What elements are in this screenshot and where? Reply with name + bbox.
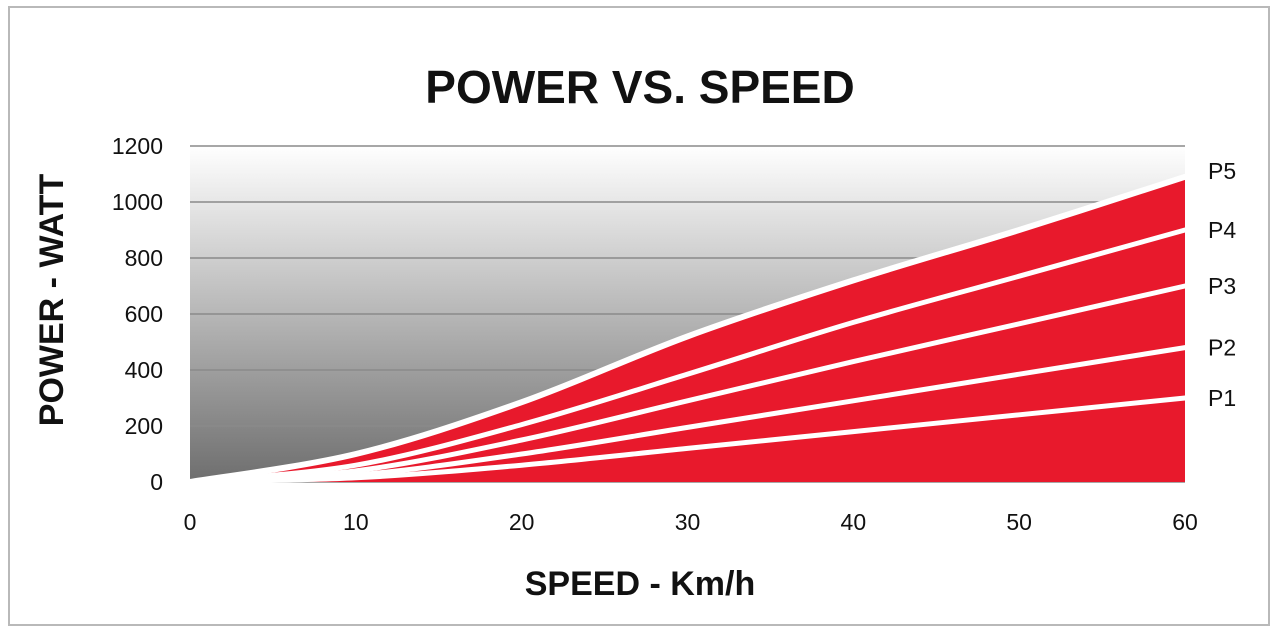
x-tick-40: 40 bbox=[841, 509, 867, 535]
series-label-p5: P5 bbox=[1208, 158, 1236, 184]
power-areas bbox=[190, 176, 1185, 483]
series-label-p2: P2 bbox=[1208, 335, 1236, 361]
y-tick-400: 400 bbox=[125, 357, 163, 383]
y-tick-0: 0 bbox=[150, 469, 163, 495]
y-axis-title: POWER - WATT bbox=[33, 174, 71, 427]
series-line-p3 bbox=[187, 283, 1188, 485]
x-tick-20: 20 bbox=[509, 509, 535, 535]
y-tick-1200: 1200 bbox=[112, 133, 163, 159]
y-tick-600: 600 bbox=[125, 301, 163, 327]
series-line-p4 bbox=[187, 227, 1188, 485]
series-line-p2 bbox=[187, 345, 1188, 485]
y-tick-1000: 1000 bbox=[112, 189, 163, 215]
series-line-p1 bbox=[187, 395, 1188, 485]
x-tick-10: 10 bbox=[343, 509, 369, 535]
x-tick-labels: 0 10 20 30 40 50 60 bbox=[184, 509, 1198, 535]
series-label-p3: P3 bbox=[1208, 273, 1236, 299]
y-tick-800: 800 bbox=[125, 245, 163, 271]
series-line-p5 bbox=[187, 173, 1188, 485]
y-tick-200: 200 bbox=[125, 413, 163, 439]
y-tick-labels: 0 200 400 600 800 1000 1200 bbox=[112, 133, 163, 495]
series-lines bbox=[187, 173, 1188, 485]
x-tick-50: 50 bbox=[1006, 509, 1032, 535]
series-label-p4: P4 bbox=[1208, 217, 1236, 243]
power-fill-area bbox=[190, 176, 1185, 483]
x-tick-0: 0 bbox=[184, 509, 197, 535]
x-axis-title: SPEED - Km/h bbox=[525, 565, 755, 603]
series-label-p1: P1 bbox=[1208, 385, 1236, 411]
x-tick-60: 60 bbox=[1172, 509, 1198, 535]
chart-title: POWER VS. SPEED bbox=[425, 61, 854, 113]
x-tick-30: 30 bbox=[675, 509, 701, 535]
series-labels: P1 P2 P3 P4 P5 bbox=[1208, 158, 1236, 411]
